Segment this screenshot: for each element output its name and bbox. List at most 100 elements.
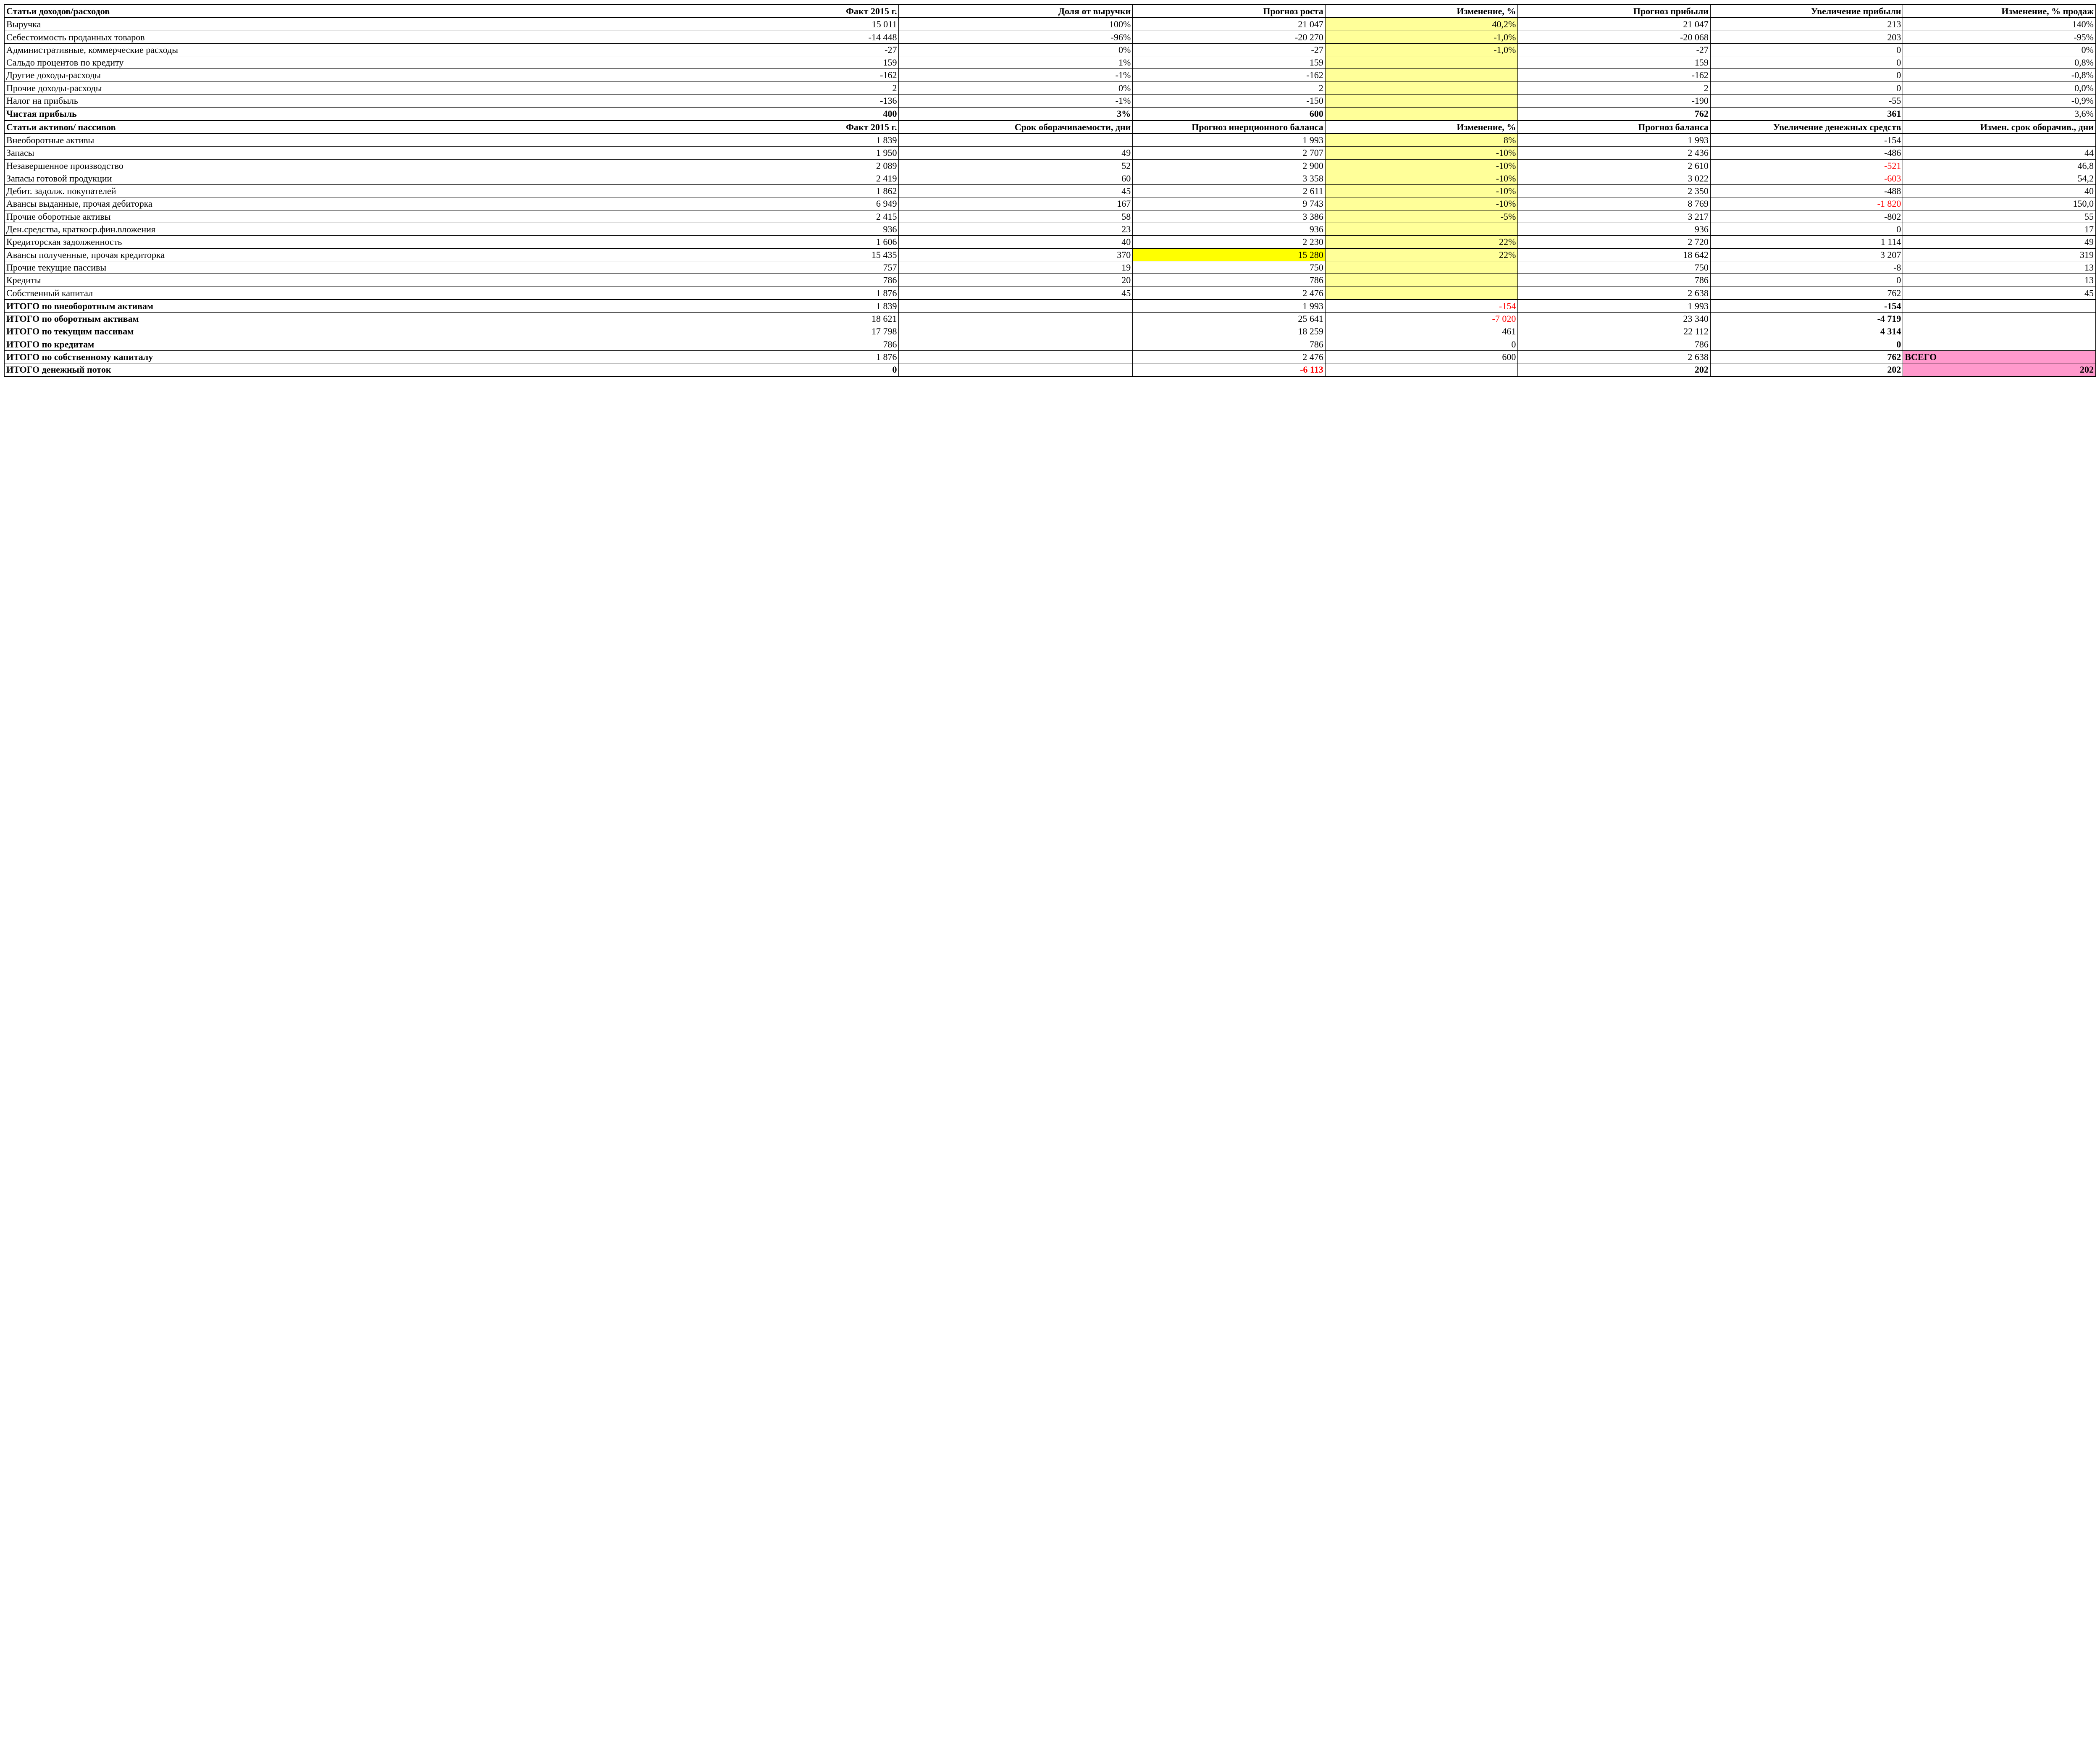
cell-value: -8 [1710,261,1903,273]
cell-value: 0,0% [1903,82,2096,94]
balance-row: Авансы полученные, прочая кредиторка15 4… [5,248,2096,261]
income-row: Другие доходы-расходы-162-1%-162-1620-0,… [5,69,2096,82]
cell-value: 461 [1325,325,1518,338]
column-header: Факт 2015 г. [665,5,899,18]
cell-value: 2 436 [1518,147,1711,159]
cell-value [1325,363,1518,376]
balance-total-row: ИТОГО по текущим пассивам17 79818 259461… [5,325,2096,338]
row-label: Незавершенное производство [5,159,665,172]
cell-value: -0,8% [1903,69,2096,82]
cell-value: 2 [1133,82,1326,94]
cell-value: 762 [1518,107,1711,120]
income-row: Налог на прибыль-136-1%-150-190-55-0,9% [5,95,2096,108]
cell-value: 4 314 [1710,325,1903,338]
cell-value: 18 259 [1133,325,1326,338]
cell-value [899,325,1133,338]
balance-row: Авансы выданные, прочая дебиторка6 94916… [5,197,2096,210]
cell-value: 2 476 [1133,351,1326,363]
row-label: ИТОГО по оборотным активам [5,313,665,325]
cell-value: 1 993 [1133,300,1326,313]
cell-value [1325,107,1518,120]
column-header: Факт 2015 г. [665,121,899,134]
cell-value: 52 [899,159,1133,172]
cell-value [1325,56,1518,69]
cell-value: -1,0% [1325,43,1518,56]
cell-value: -0,9% [1903,95,2096,108]
cell-value: -10% [1325,147,1518,159]
cell-value: 319 [1903,248,2096,261]
column-header: Изменение, % [1325,5,1518,18]
cell-value: ВСЕГО [1903,351,2096,363]
income-row: Выручка15 011100%21 04740,2%21 047213140… [5,18,2096,31]
cell-value [1325,82,1518,94]
cell-value [1903,300,2096,313]
cell-value [1903,313,2096,325]
cell-value: 8% [1325,134,1518,147]
cell-value: 786 [665,274,899,287]
cell-value: 3 358 [1133,172,1326,184]
cell-value: 2 900 [1133,159,1326,172]
income-row: Сальдо процентов по кредиту1591%15915900… [5,56,2096,69]
cell-value [899,313,1133,325]
cell-value: -154 [1325,300,1518,313]
balance-row: Собственный капитал1 876452 4762 6387624… [5,287,2096,300]
cell-value: 786 [1518,274,1711,287]
column-header: Увеличение прибыли [1710,5,1903,18]
cell-value: 2 610 [1518,159,1711,172]
cell-value: 3% [899,107,1133,120]
cell-value: -5% [1325,210,1518,223]
cell-value [899,338,1133,350]
cell-value: -7 020 [1325,313,1518,325]
cell-value: -10% [1325,197,1518,210]
column-header: Прогноз инерционного баланса [1133,121,1326,134]
cell-value: 3 386 [1133,210,1326,223]
cell-value: 3 217 [1518,210,1711,223]
cell-value: 46,8 [1903,159,2096,172]
cell-value: 750 [1133,261,1326,273]
cell-value: 159 [665,56,899,69]
row-label: Прочие оборотные активы [5,210,665,223]
cell-value: 213 [1710,18,1903,31]
cell-value: 2 611 [1133,185,1326,197]
cell-value: 786 [665,338,899,350]
cell-value: -27 [665,43,899,56]
cell-value: 13 [1903,274,2096,287]
cell-value: 22% [1325,248,1518,261]
balance-row: Дебит. задолж. покупателей1 862452 611-1… [5,185,2096,197]
cell-value: 762 [1710,287,1903,300]
cell-value: 49 [1903,236,2096,248]
cell-value [1325,69,1518,82]
cell-value: -486 [1710,147,1903,159]
cell-value: -27 [1518,43,1711,56]
cell-value: 3 022 [1518,172,1711,184]
cell-value: 0 [1710,274,1903,287]
cell-value: 1 862 [665,185,899,197]
row-label: Налог на прибыль [5,95,665,108]
cell-value: 370 [899,248,1133,261]
row-label: Дебит. задолж. покупателей [5,185,665,197]
cell-value: 2 415 [665,210,899,223]
cell-value [1903,134,2096,147]
balance-row: Запасы1 950492 707-10%2 436-48644 [5,147,2096,159]
cell-value: 100% [899,18,1133,31]
balance-row: Незавершенное производство2 089522 900-1… [5,159,2096,172]
cell-value [1325,95,1518,108]
row-label: Собственный капитал [5,287,665,300]
cell-value: 1 606 [665,236,899,248]
balance-row: Кредиторская задолженность1 606402 23022… [5,236,2096,248]
cell-value: 60 [899,172,1133,184]
row-label: Административные, коммерческие расходы [5,43,665,56]
row-label: ИТОГО денежный поток [5,363,665,376]
cell-value [899,363,1133,376]
cell-value: 786 [1133,274,1326,287]
cell-value [899,351,1133,363]
row-label: Ден.средства, краткоср.фин.вложения [5,223,665,236]
cell-value: -14 448 [665,31,899,43]
cell-value: 1 876 [665,287,899,300]
row-label: Кредиты [5,274,665,287]
cell-value: 203 [1710,31,1903,43]
cell-value: 1 993 [1133,134,1326,147]
row-label: Другие доходы-расходы [5,69,665,82]
cell-value: -603 [1710,172,1903,184]
cell-value: -154 [1710,134,1903,147]
